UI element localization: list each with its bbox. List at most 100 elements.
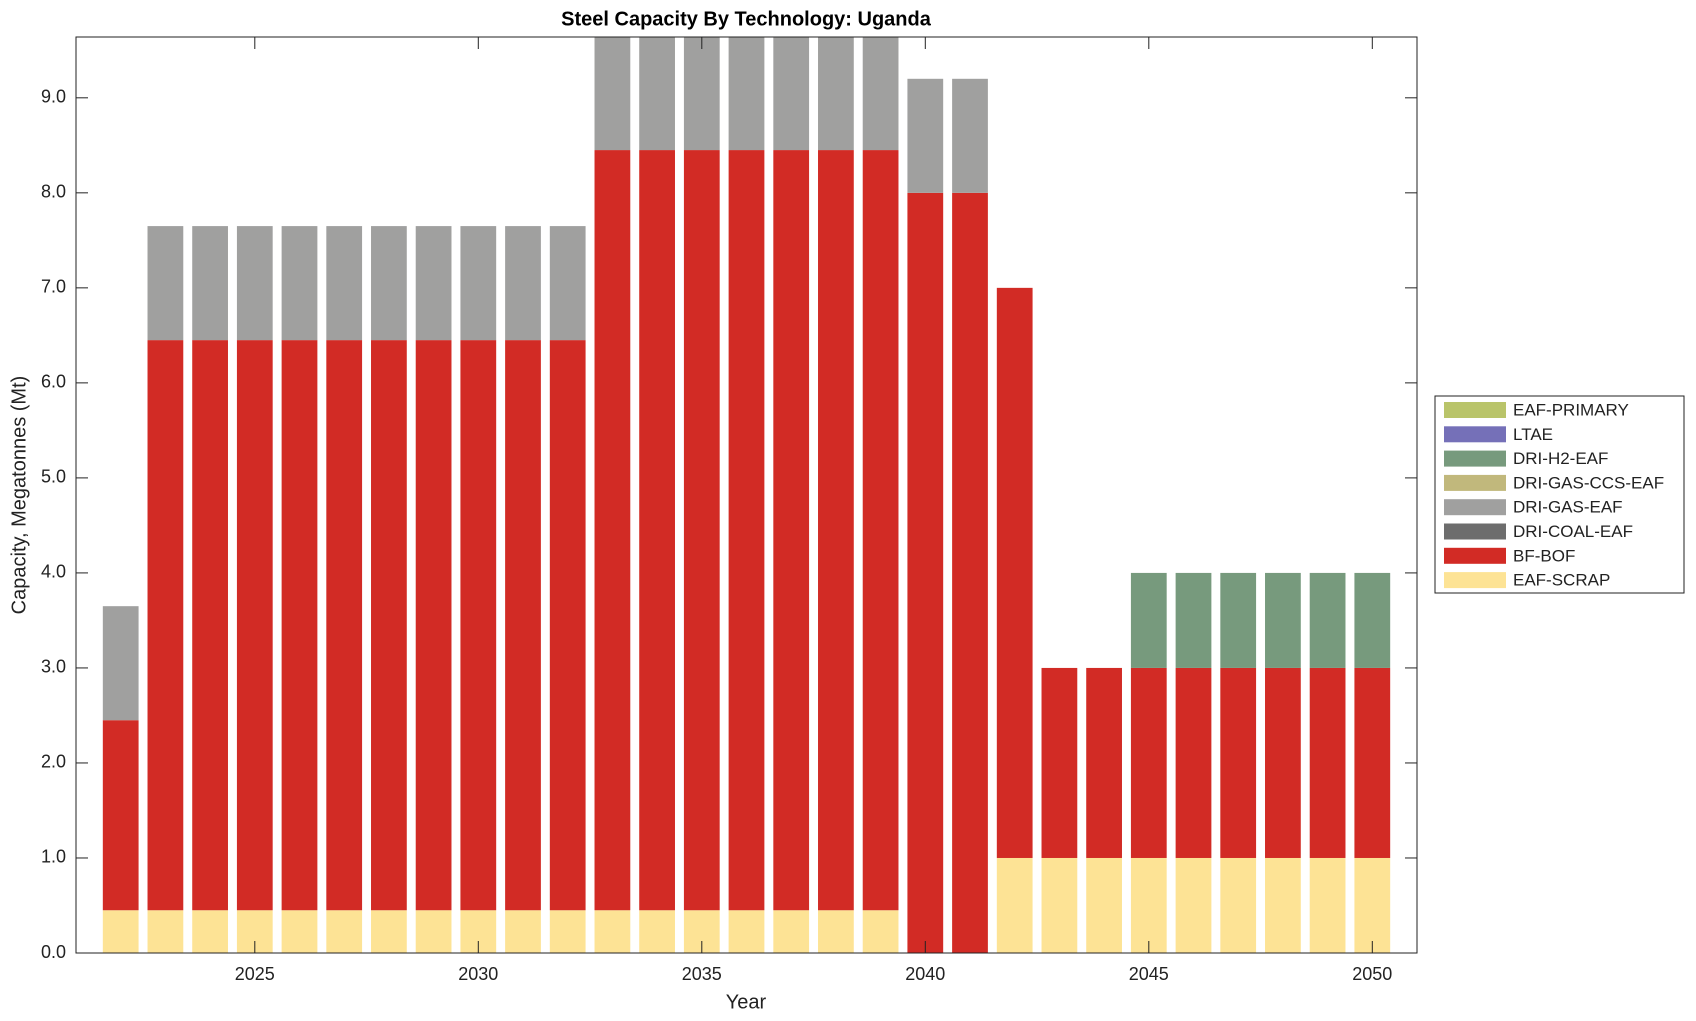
bar-segment [952,78,988,193]
bar-segment [1086,857,1122,953]
x-tick-label: 2025 [235,964,275,984]
bar-segment [192,910,228,953]
legend-label: EAF-SCRAP [1513,571,1610,590]
y-tick-label: 8.0 [41,182,66,202]
legend-label: BF-BOF [1513,546,1575,565]
bar-segment [102,910,139,953]
y-tick-label: 3.0 [41,657,66,677]
bar-segment [639,37,675,151]
bar-segment [1354,857,1391,953]
legend-label: LTAE [1513,425,1553,444]
bar-segment [415,910,452,953]
bar-segment [281,340,318,911]
bar-segment [1130,857,1167,953]
bar-segment [728,150,765,911]
y-tick-label: 0.0 [41,942,66,962]
y-tick-label: 7.0 [41,277,66,297]
legend-label: DRI-H2-EAF [1513,449,1608,468]
legend-label: DRI-GAS-EAF [1513,498,1623,517]
bar-segment [1265,857,1301,953]
bar-segment [907,192,944,953]
y-tick-label: 4.0 [41,562,66,582]
bar-segment [862,910,899,953]
bar-segment [1309,572,1346,668]
bar-segment [1130,572,1167,668]
x-tick-label: 2045 [1129,964,1169,984]
bar-segment [996,857,1033,953]
bar-segment [147,226,184,341]
bar-segment [371,910,407,953]
legend-label: DRI-GAS-CCS-EAF [1513,473,1664,492]
bar-segment [862,150,899,911]
bar-segment [818,150,854,911]
bar-segment [147,910,184,953]
bar-segment [639,150,675,911]
bar-segment [281,910,318,953]
bar-segment [1309,667,1346,858]
bar-segment [147,340,184,911]
bar-segment [371,340,407,911]
bar-segment [236,226,273,341]
x-tick-label: 2050 [1352,964,1392,984]
bar-segment [1265,572,1301,668]
bar-segment [1309,857,1346,953]
bar-segment [639,910,675,953]
bar-segment [549,910,586,953]
chart-title: Steel Capacity By Technology: Uganda [561,8,932,30]
bar-segment [773,150,810,911]
bar-segment [996,287,1033,858]
bar-segment [326,340,363,911]
bar-segment [549,226,586,341]
bar-segment [236,340,273,911]
legend-label: DRI-COAL-EAF [1513,522,1633,541]
legend-swatch [1444,474,1506,491]
x-tick-label: 2030 [458,964,498,984]
bar-segment [1220,857,1257,953]
legend-swatch [1444,499,1506,516]
bar-segment [1354,667,1391,858]
bar-segment [549,340,586,911]
bar-segment [1175,572,1212,668]
y-tick-label: 6.0 [41,372,66,392]
bar-segment [505,340,541,911]
bar-segment [192,226,228,341]
bar-segment [505,226,541,341]
bar-segment [460,340,497,911]
legend-label: EAF-PRIMARY [1513,400,1629,419]
bar-segment [1086,667,1122,858]
bar-segment [1130,667,1167,858]
legend-swatch [1444,450,1506,467]
bar-segment [952,192,988,953]
bar-segment [773,37,810,151]
x-axis-label: Year [726,991,767,1013]
bar-segment [728,910,765,953]
bar-segment [773,910,810,953]
bar-segment [1041,667,1078,858]
bar-segment [326,226,363,341]
bar-segment [1354,572,1391,668]
legend-swatch [1444,426,1506,443]
bar-segment [505,910,541,953]
bar-segment [1041,857,1078,953]
bar-segment [818,37,854,151]
bar-segment [728,37,765,151]
plot-frame [75,36,1418,954]
legend-swatch [1444,402,1506,418]
y-tick-label: 2.0 [41,752,66,772]
x-tick-label: 2040 [905,964,945,984]
bar-segment [594,150,631,911]
bar-segment [594,37,631,151]
x-tick-label: 2035 [682,964,722,984]
legend-swatch [1444,547,1506,564]
bar-segment [862,37,899,151]
bar-segment [907,78,944,193]
bar-segment [281,226,318,341]
bar-segment [102,606,139,721]
bar-segment [1265,667,1301,858]
bar-segment [371,226,407,341]
bar-segment [102,720,139,911]
y-tick-label: 1.0 [41,847,66,867]
legend-swatch [1444,523,1506,540]
bar-segment [415,226,452,341]
